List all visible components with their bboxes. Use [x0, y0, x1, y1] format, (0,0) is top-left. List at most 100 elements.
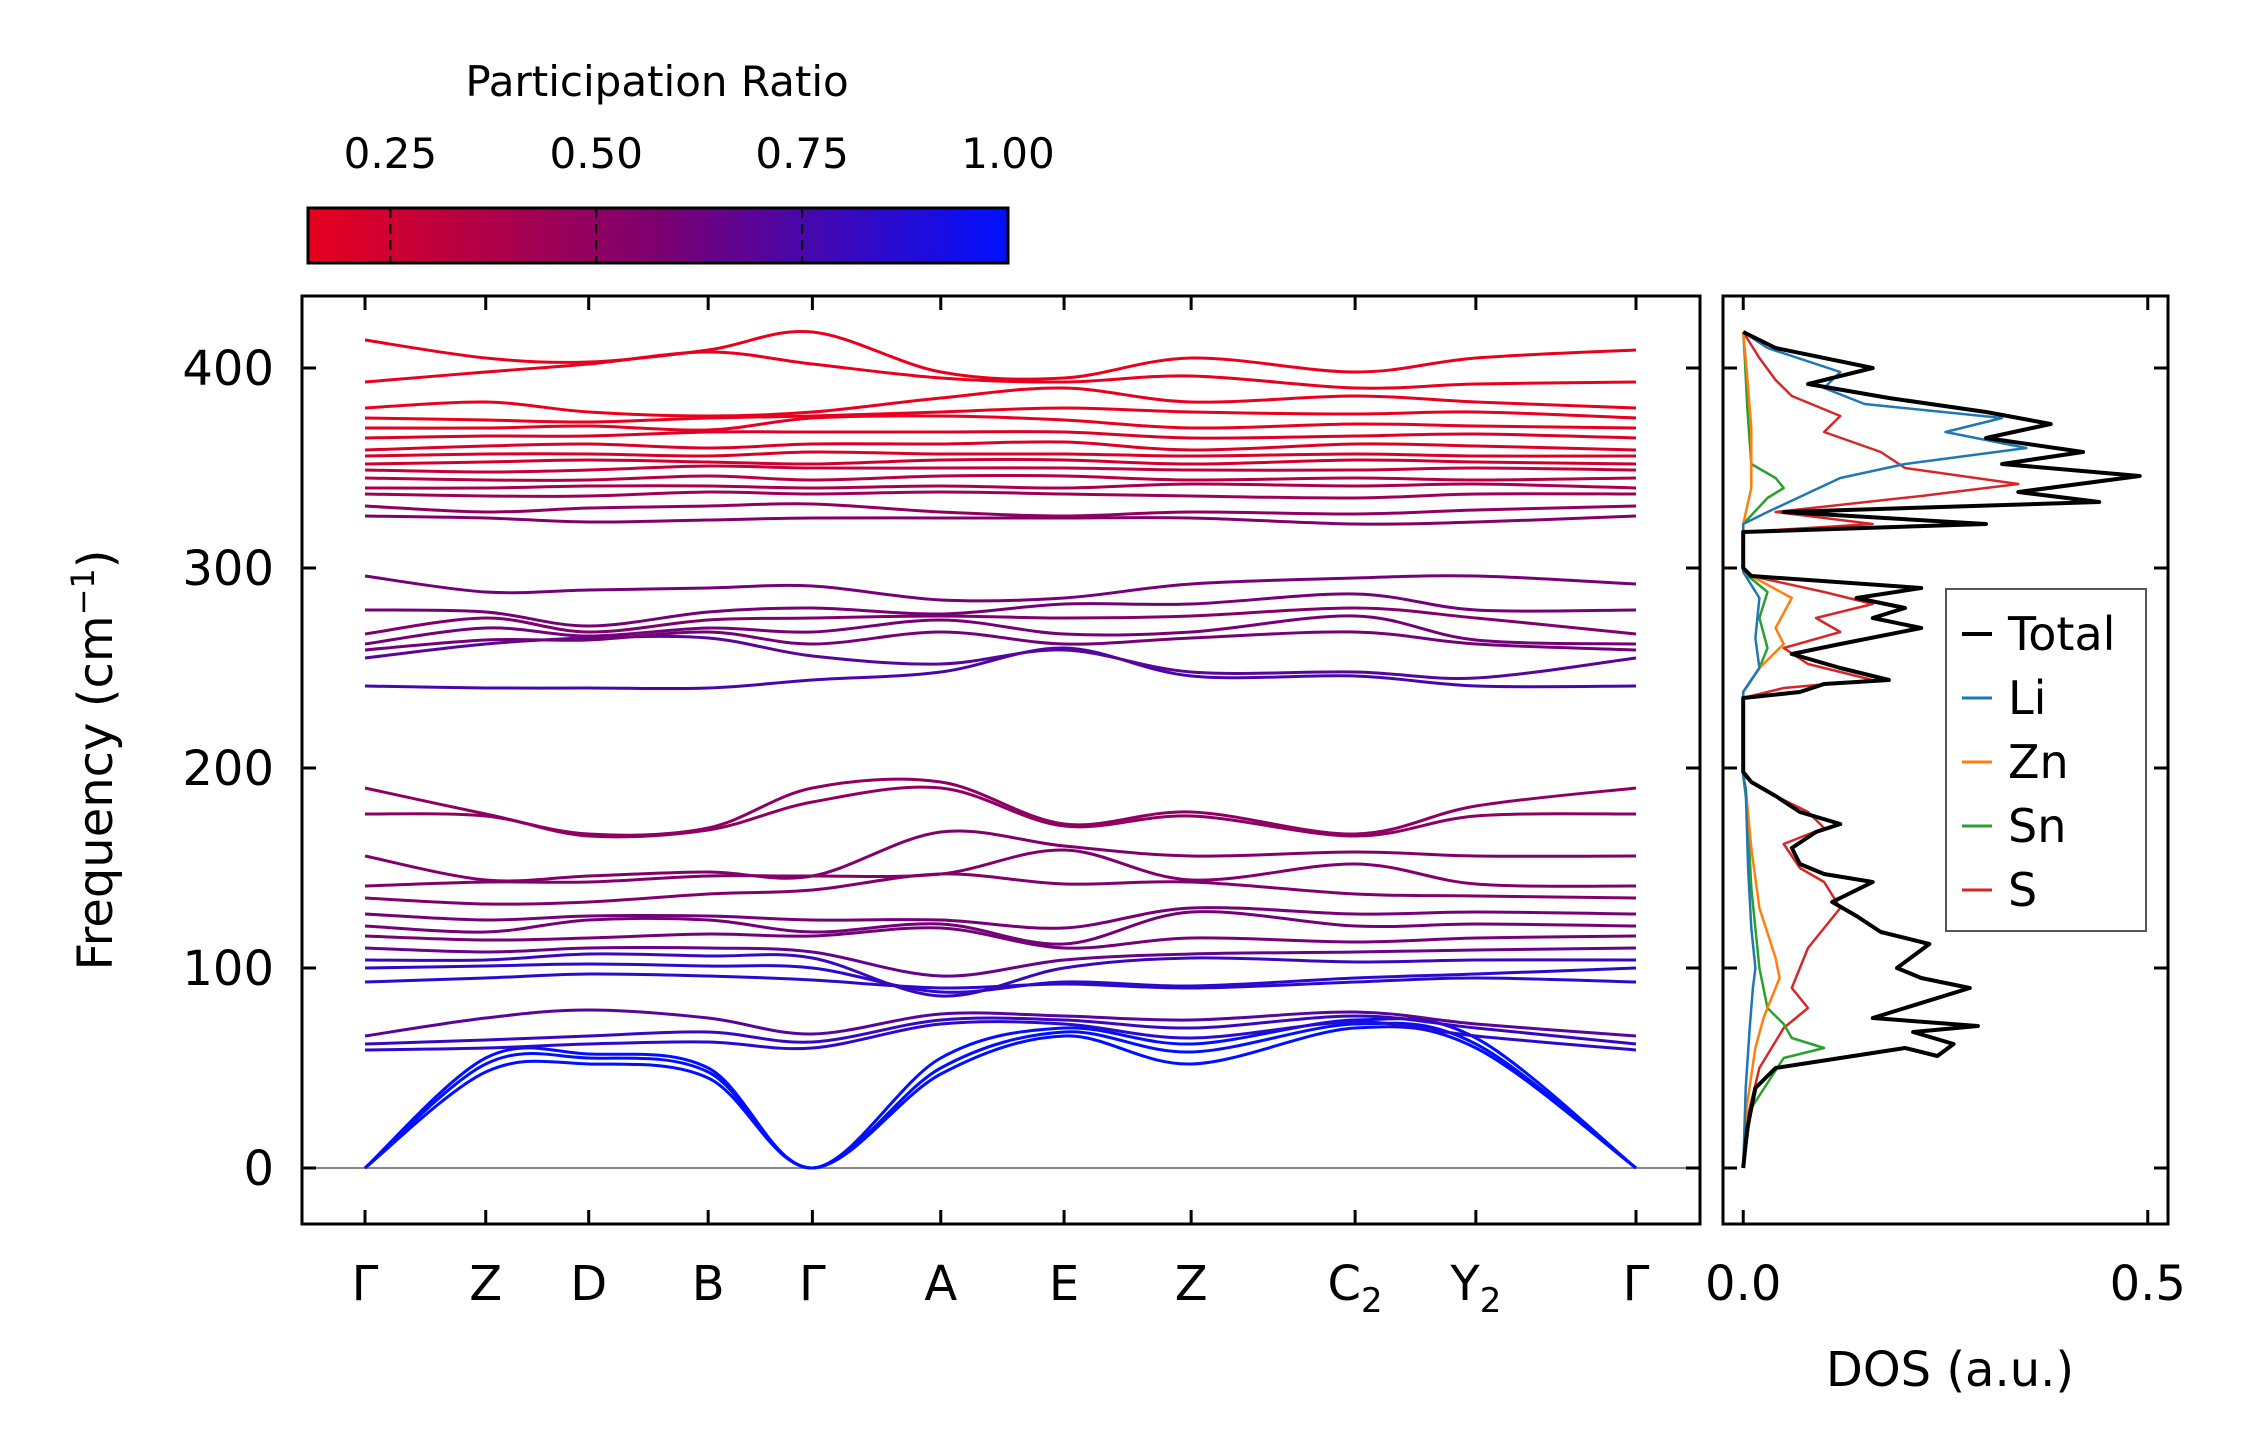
- colorbar-tick-label: 0.75: [755, 129, 849, 178]
- legend-label: S: [2008, 863, 2037, 917]
- dos-curve-total: [1741, 330, 2142, 1169]
- kpoint-symbol: E: [1049, 1256, 1079, 1312]
- band-y-tick-label: 100: [182, 941, 274, 997]
- y-axis-label-main: Frequency (cm: [68, 615, 124, 970]
- kpoint-label: A: [924, 1256, 957, 1312]
- kpoint-symbol: Γ: [1623, 1256, 1650, 1312]
- phonon-band: [364, 972, 1637, 990]
- colorbar-tick-label: 0.25: [344, 129, 438, 178]
- phonon-band: [364, 406, 1637, 424]
- dos-curve-zn: [1741, 331, 1794, 1169]
- kpoint-symbol: Z: [1175, 1256, 1208, 1312]
- dos-plot-frame: [1721, 294, 2170, 1226]
- kpoint-label: Γ: [799, 1256, 826, 1312]
- phonon-band: [364, 430, 1637, 440]
- dos-x-tick-label: 0.0: [1705, 1256, 1781, 1312]
- colorbar-gradient: [306, 206, 1010, 265]
- kpoint-label: D: [570, 1256, 607, 1312]
- dos-curves: [1741, 330, 2142, 1169]
- phonon-band: [364, 1008, 1637, 1038]
- phonon-band: [364, 785, 1637, 839]
- kpoint-label: E: [1049, 1256, 1079, 1312]
- phonon-band: [364, 777, 1637, 837]
- kpoint-label: Y2: [1449, 1256, 1501, 1321]
- band-plot-frame: [300, 294, 1702, 1226]
- phonon-band: [364, 630, 1637, 652]
- phonon-band: [364, 962, 1637, 994]
- kpoint-symbol: C: [1328, 1256, 1362, 1312]
- dos-curve-li: [1741, 330, 2028, 1169]
- band-y-tick-label: 400: [182, 341, 274, 397]
- kpoint-label: Z: [469, 1256, 502, 1312]
- legend-label: Li: [2008, 671, 2046, 725]
- dos-panel: 0.0 0.5 DOS (a.u.) Total Li Zn Sn S: [1705, 294, 2186, 1398]
- phonon-band: [364, 952, 1637, 998]
- kpoint-subscript: 2: [1480, 1281, 1502, 1321]
- phonon-band: [364, 464, 1637, 474]
- colorbar-ticks: 0.25 0.50 0.75 1.00: [344, 129, 1055, 263]
- legend-box: [1945, 588, 2147, 932]
- phonon-band: [364, 490, 1637, 500]
- phonon-band: [364, 350, 1637, 390]
- kpoint-symbol: Z: [469, 1256, 502, 1312]
- kpoint-label: Γ: [1623, 1256, 1650, 1312]
- kpoint-symbol: Y: [1449, 1256, 1480, 1312]
- phonon-band: [364, 1020, 1637, 1052]
- legend-label: Total: [2007, 607, 2115, 661]
- dos-axis: 0.0 0.5: [1705, 296, 2186, 1312]
- dos-x-axis-label: DOS (a.u.): [1826, 1342, 2074, 1398]
- phonon-band: [364, 450, 1637, 458]
- phonon-band: [364, 634, 1637, 680]
- phonon-band: [364, 414, 1637, 432]
- phonon-band: [364, 829, 1637, 883]
- phonon-band: [364, 606, 1637, 636]
- band-kpath-axis: Γ Z D B Γ A E Z C2 Y2 Γ: [352, 296, 1650, 1321]
- colorbar-tick-label: 1.00: [961, 129, 1055, 178]
- phonon-band: [364, 614, 1637, 646]
- kpoint-label: Z: [1175, 1256, 1208, 1312]
- phonon-band: [364, 329, 1637, 381]
- kpoint-symbol: Γ: [799, 1256, 826, 1312]
- y-axis-label-sup: −1: [64, 568, 102, 615]
- phonon-band: [364, 592, 1637, 628]
- phonon-band: [364, 1021, 1637, 1170]
- phonon-band: [364, 872, 1637, 906]
- kpoint-label: Γ: [352, 1256, 379, 1312]
- band-y-tick-label: 0: [243, 1141, 274, 1197]
- band-y-tick-label: 300: [182, 541, 274, 597]
- phonon-band: [364, 514, 1637, 526]
- kpoint-subscript: 2: [1361, 1281, 1383, 1321]
- phonon-band: [364, 502, 1637, 518]
- phonon-band: [364, 457, 1637, 466]
- dos-legend: Total Li Zn Sn S: [1945, 588, 2147, 932]
- phonon-band: [364, 926, 1637, 950]
- kpoint-symbol: Γ: [352, 1256, 379, 1312]
- colorbar-title: Participation Ratio: [465, 57, 848, 106]
- legend-items: Total Li Zn Sn S: [1962, 607, 2115, 917]
- dos-curve-sn: [1741, 331, 1826, 1169]
- dos-x-tick-label: 0.5: [2110, 1256, 2186, 1312]
- phonon-bands: [363, 329, 1637, 1170]
- phonon-band: [364, 848, 1637, 888]
- phonon-band: [364, 1014, 1637, 1046]
- phonon-band: [364, 945, 1637, 978]
- legend-label: Zn: [2008, 735, 2069, 789]
- kpoint-symbol: A: [924, 1256, 957, 1312]
- phonon-band: [364, 910, 1637, 946]
- phonon-band: [364, 646, 1637, 691]
- phonon-band: [364, 440, 1637, 452]
- phonon-band: [363, 1017, 1637, 1170]
- band-y-axis: 0 100 200 300 400: [182, 341, 1700, 1197]
- phonon-band: [364, 386, 1637, 418]
- phonon-band: [364, 482, 1637, 490]
- dos-curve-s: [1741, 331, 2020, 1169]
- kpoint-label: B: [692, 1256, 725, 1312]
- y-axis-label-close: ): [68, 549, 124, 568]
- legend-label: Sn: [2008, 799, 2066, 853]
- band-y-tick-label: 200: [182, 741, 274, 797]
- kpoint-symbol: B: [692, 1256, 725, 1312]
- phonon-band: [364, 574, 1637, 603]
- phonon-band: [364, 906, 1637, 930]
